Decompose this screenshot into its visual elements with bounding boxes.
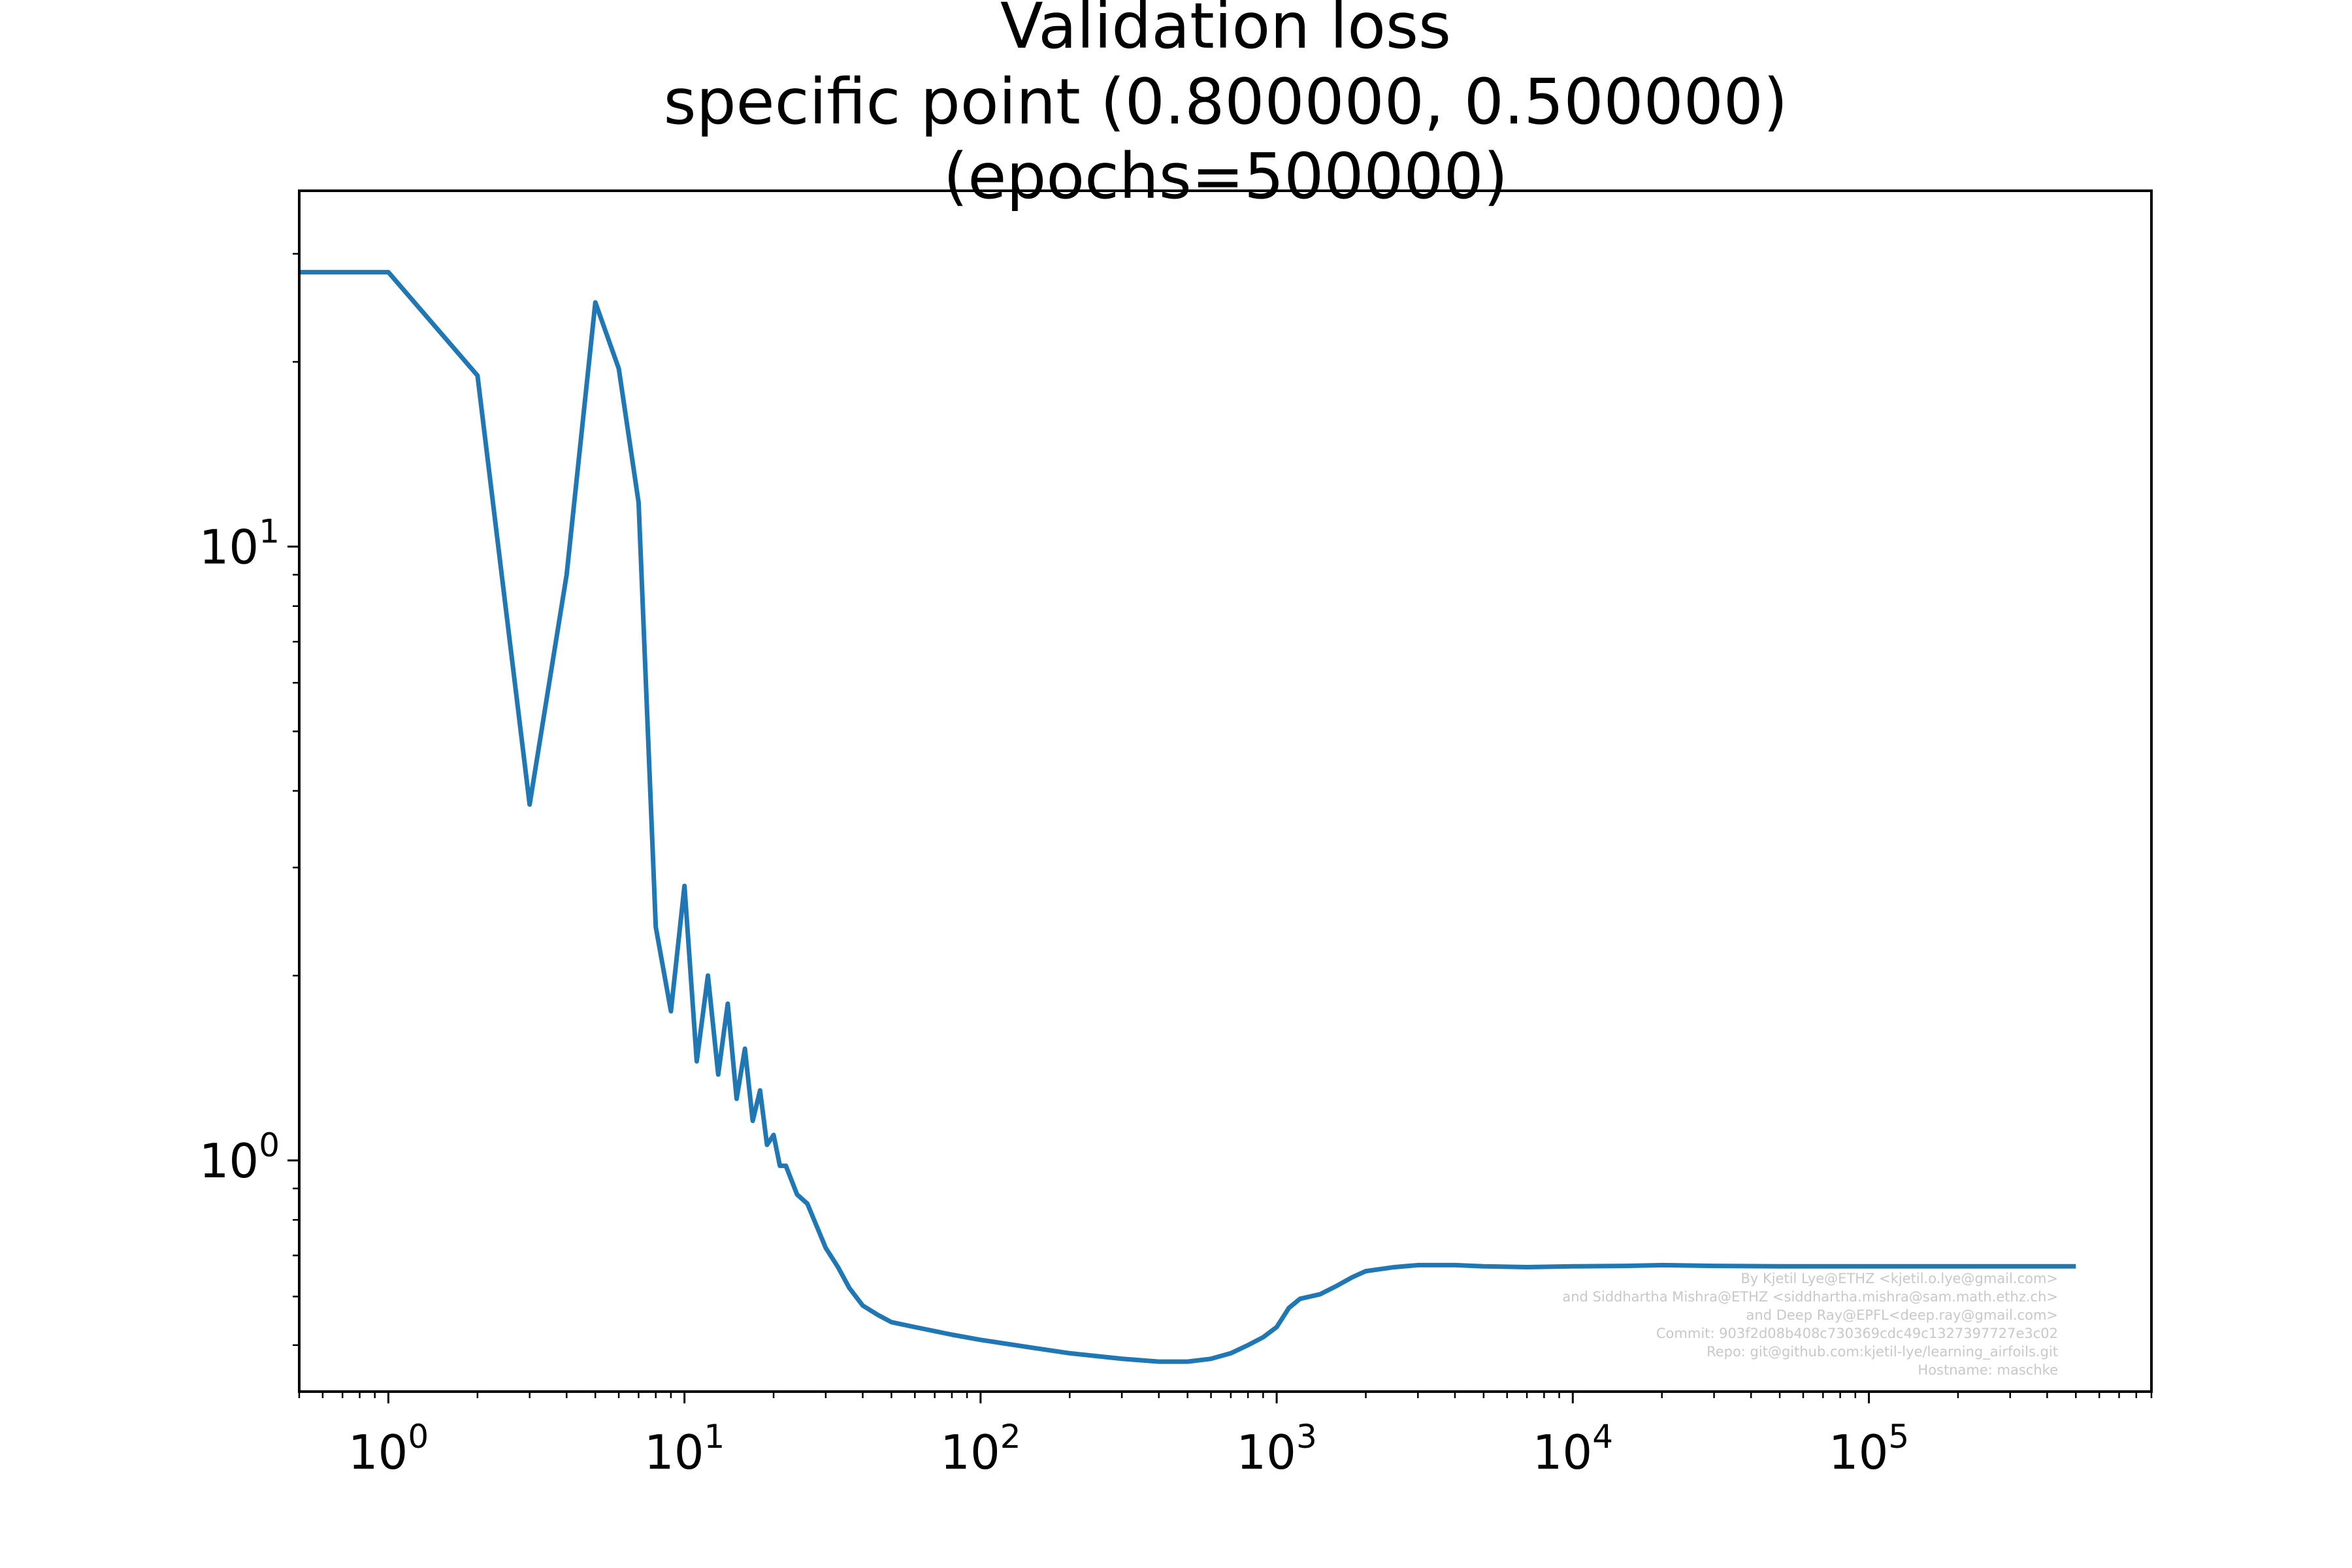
y-tick-base-0: 10 — [199, 1134, 259, 1188]
credit-line-5: Hostname: maschke — [1918, 1362, 2058, 1378]
x-tick-label-4: 104 — [1533, 1418, 1613, 1480]
x-tick-label-1: 101 — [644, 1418, 725, 1480]
x-tick-base-5: 10 — [1829, 1425, 1889, 1480]
x-tick-exp-4: 4 — [1592, 1418, 1613, 1456]
y-tick-label-1: 101 — [199, 513, 280, 575]
x-tick-base-1: 10 — [644, 1425, 704, 1480]
credit-line-4: Repo: git@github.com:kjetil-lye/learning… — [1707, 1344, 2058, 1360]
x-tick-base-4: 10 — [1533, 1425, 1593, 1480]
x-tick-base-3: 10 — [1236, 1425, 1296, 1480]
y-tick-exp-1: 1 — [259, 513, 280, 551]
credits-block: By Kjetil Lye@ETHZ <kjetil.o.lye@gmail.c… — [1562, 1271, 2058, 1378]
x-tick-exp-0: 0 — [408, 1418, 429, 1456]
x-tick-exp-2: 2 — [1000, 1418, 1021, 1456]
x-tick-exp-5: 5 — [1888, 1418, 1909, 1456]
x-tick-label-5: 105 — [1829, 1418, 1909, 1480]
title-line-2: (epochs=500000) — [943, 140, 1508, 213]
x-tick-base-0: 10 — [348, 1425, 408, 1480]
y-tick-label-0: 100 — [199, 1126, 280, 1188]
x-tick-exp-1: 1 — [704, 1418, 725, 1456]
x-tick-label-0: 100 — [348, 1418, 429, 1480]
x-tick-base-2: 10 — [940, 1425, 1000, 1480]
credit-line-0: By Kjetil Lye@ETHZ <kjetil.o.lye@gmail.c… — [1740, 1271, 2058, 1286]
credit-line-2: and Deep Ray@EPFL<deep.ray@gmail.com> — [1746, 1307, 2058, 1323]
x-tick-exp-3: 3 — [1296, 1418, 1317, 1456]
credit-line-1: and Siddhartha Mishra@ETHZ <siddhartha.m… — [1562, 1289, 2058, 1305]
y-tick-base-1: 10 — [199, 520, 259, 575]
title-line-0: Validation loss — [1000, 0, 1451, 63]
x-tick-label-3: 103 — [1236, 1418, 1316, 1480]
title-line-1: specific point (0.800000, 0.500000) — [664, 65, 1788, 139]
series-line-0 — [299, 270, 2076, 1364]
x-tick-label-2: 102 — [940, 1418, 1021, 1480]
credit-line-3: Commit: 903f2d08b408c730369cdc49c1327397… — [1656, 1326, 2058, 1341]
axes-frame — [298, 189, 2153, 1393]
y-tick-exp-0: 0 — [259, 1126, 280, 1164]
